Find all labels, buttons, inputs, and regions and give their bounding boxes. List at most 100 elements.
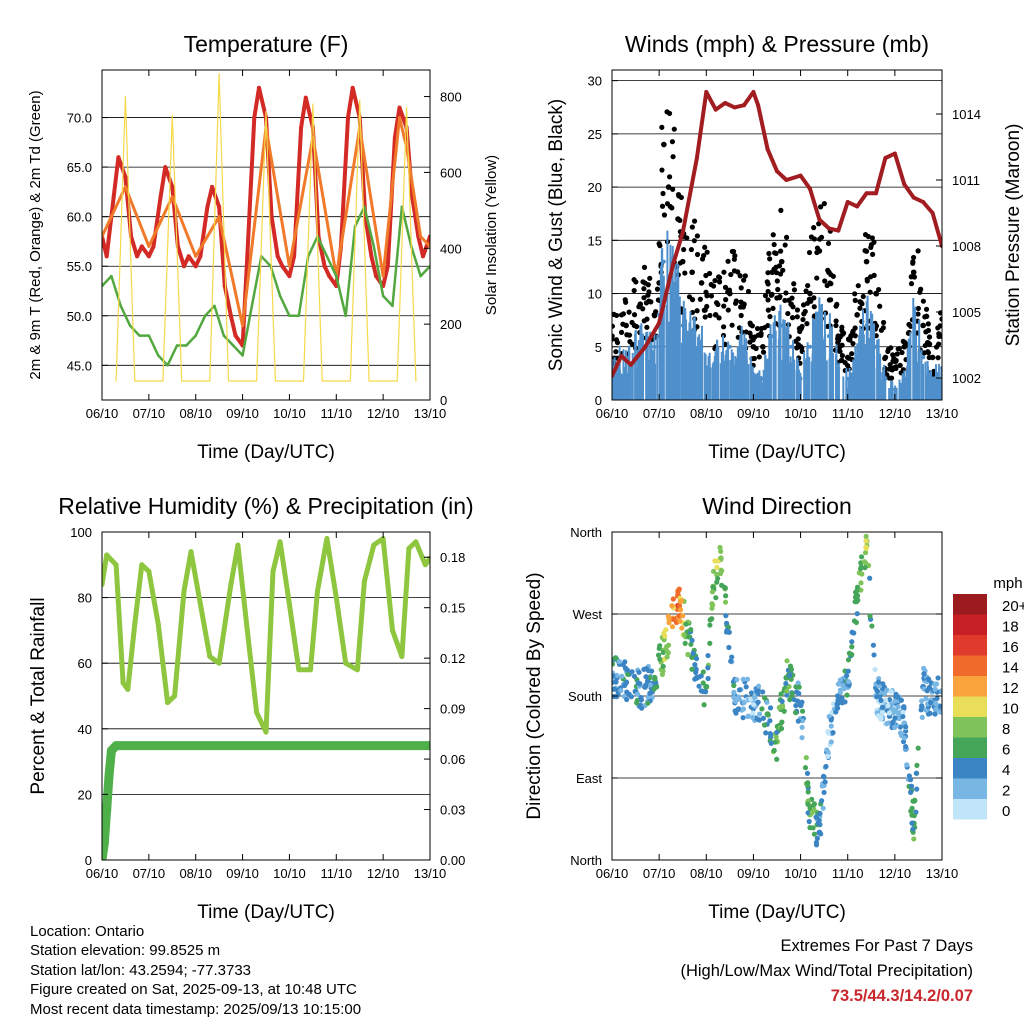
gust-dot [659, 203, 666, 209]
humidity-xtick-label: 06/10 [86, 866, 119, 881]
gust-dot [899, 349, 905, 356]
gust-dot [765, 297, 771, 303]
temperature-point [170, 184, 175, 189]
wind_direction-scatter-dot [921, 671, 927, 677]
temperature-point [349, 380, 351, 382]
wind-bar [693, 316, 696, 400]
wind_direction-scatter-dot [928, 699, 934, 706]
wind-bar [783, 319, 786, 400]
wind_direction-scatter-dot [935, 675, 941, 681]
wind_direction-scatter-dot [760, 715, 767, 721]
gust-dot [802, 308, 808, 315]
temperature-point [134, 380, 136, 382]
wind_direction-scatter-dot [886, 710, 892, 716]
gust-dot [620, 311, 627, 317]
winds-point [911, 195, 916, 200]
gust-dot [915, 248, 921, 254]
wind_direction-scatter-dot [652, 676, 658, 682]
wind_direction-scatter-dot [705, 652, 711, 659]
wind_direction-scatter-dot [643, 674, 649, 680]
temperature-point [185, 344, 188, 347]
winds-point [694, 156, 699, 160]
gust-dot [694, 251, 701, 258]
humidity-point [235, 542, 241, 548]
wind_direction-scatter-dot [662, 633, 668, 639]
wind_direction-scatter-dot [666, 620, 672, 626]
temperature-point [218, 73, 220, 75]
speed-legend-swatch [953, 737, 987, 758]
gust-dot [852, 325, 858, 331]
wind-bar [711, 364, 714, 400]
wind_direction-scatter-dot [845, 668, 851, 674]
winds-point [921, 200, 926, 204]
winds-point [835, 333, 842, 339]
wind_direction-scatter-dot [845, 678, 852, 685]
gust-dot [704, 249, 710, 255]
humidity-point [188, 549, 194, 555]
wind-bar [922, 363, 925, 400]
humidity-point [422, 562, 428, 568]
temperature-point [135, 254, 140, 259]
wind_direction-scatter-dot [879, 704, 886, 710]
wind-bar [628, 363, 631, 400]
wind_direction-scatter-dot [805, 810, 811, 816]
temperature-point [397, 105, 402, 110]
gust-dot [925, 321, 931, 327]
gust-dot [791, 287, 798, 293]
temperature-point [280, 264, 285, 269]
gust-dot [760, 349, 767, 355]
wind-bar [615, 366, 618, 400]
winds-point [929, 354, 936, 361]
gust-dot [828, 297, 834, 303]
humidity-point [165, 700, 171, 706]
temperature-point [166, 364, 169, 367]
winds-point [713, 107, 718, 112]
gust-dot [925, 349, 931, 355]
wind_direction-scatter-dot [803, 755, 809, 761]
wind-bar [888, 388, 891, 400]
gust-dot [783, 290, 789, 296]
gust-dot [800, 316, 806, 323]
winds-point [939, 333, 942, 339]
wind_direction-scatter-dot [664, 648, 670, 654]
wind_direction-scatter-dot [755, 683, 762, 689]
temperature-point [372, 245, 376, 248]
wind-bar [747, 364, 750, 400]
wind-bar [862, 309, 865, 400]
gust-dot [797, 328, 803, 335]
temperature-y2tick-label: 400 [440, 241, 462, 256]
wind_direction-scatter-dot [670, 616, 676, 622]
gust-dot [735, 269, 741, 275]
gust-dot [702, 314, 708, 320]
gust-dot [670, 186, 676, 192]
wind_direction-xtick-label: 11/10 [832, 866, 864, 881]
wind-bar [868, 337, 871, 400]
gust-dot [612, 323, 616, 329]
speed-legend-label: 12 [1002, 680, 1019, 697]
wind-bar [806, 346, 809, 400]
wind_direction-scatter-dot [825, 729, 831, 735]
wind-bar [766, 358, 769, 400]
wind-bar [864, 343, 867, 400]
gust-dot [785, 310, 791, 317]
wind_direction-scatter-dot [690, 650, 696, 656]
gust-dot [725, 258, 731, 264]
temperature-xtick-label: 09/10 [226, 406, 259, 421]
wind_direction-scatter-dot [750, 714, 756, 721]
wind-bar [773, 328, 776, 400]
gust-dot [865, 233, 872, 240]
gust-dot [707, 312, 713, 319]
speed-legend-swatch [953, 594, 987, 615]
wind-bar [889, 389, 892, 400]
winds-point [675, 216, 681, 222]
gust-dot [756, 354, 762, 360]
winds-point [742, 103, 746, 108]
winds-series-group [612, 80, 942, 400]
humidity-point [197, 601, 203, 607]
wind-bar [792, 340, 795, 400]
winds-series-wind [612, 230, 942, 400]
humidity-xlabel: Time (Day/UTC) [197, 902, 335, 923]
wind_direction-scatter-dot [635, 691, 641, 697]
winds-point [680, 230, 685, 235]
wind_direction-scatter-dot [900, 713, 906, 720]
